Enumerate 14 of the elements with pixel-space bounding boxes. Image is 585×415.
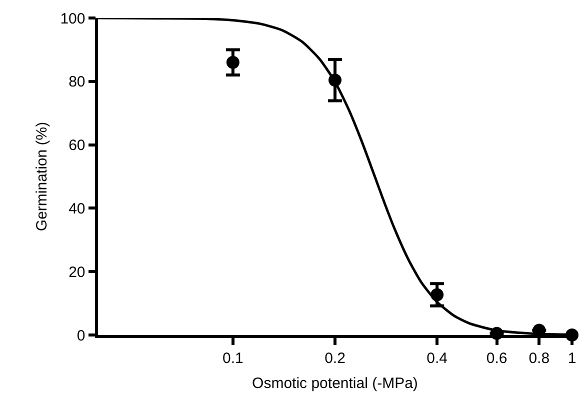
y-tick-label: 100 (60, 10, 86, 28)
x-tick-label: 0.2 (324, 350, 346, 367)
y-axis-title: Germination (%) (33, 122, 50, 232)
x-tick-label: 0.1 (222, 350, 244, 367)
x-tick-label: 0.4 (426, 350, 448, 367)
y-tick-label: 40 (68, 200, 86, 218)
x-tick-label: 0.8 (528, 350, 550, 367)
x-tick-label: 0.6 (486, 350, 508, 367)
y-tick-label: 20 (68, 264, 86, 281)
x-tick-label: 1 (568, 350, 576, 367)
y-tick-label: 80 (68, 74, 86, 91)
y-tick-label: 0 (76, 327, 86, 344)
y-tick-label: 60 (68, 137, 86, 154)
x-axis-title: Osmotic potential (-MPa) (252, 374, 418, 392)
